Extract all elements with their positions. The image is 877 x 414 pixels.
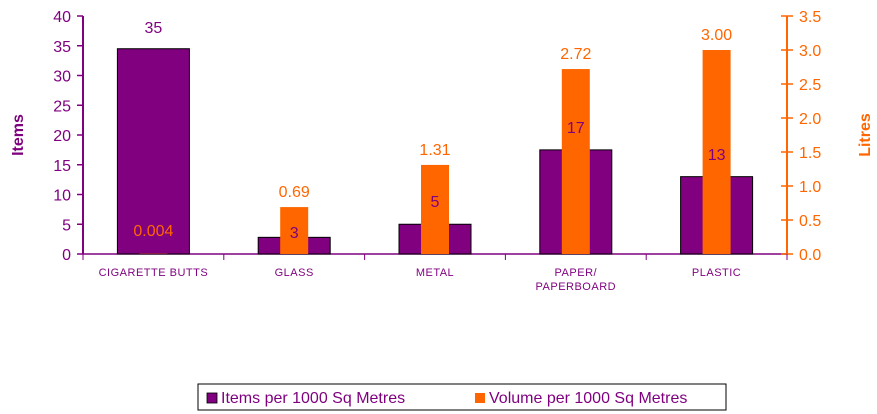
data-label-items: 5 <box>431 194 440 211</box>
legend-label-volume: Volume per 1000 Sq Metres <box>489 390 687 407</box>
right-axis-title: Litres <box>857 113 874 157</box>
data-label-items: 17 <box>567 120 585 137</box>
data-label-items: 35 <box>145 20 163 37</box>
legend-swatch-volume <box>475 393 485 403</box>
x-category-label-line: CIGARETTE BUTTS <box>99 267 209 279</box>
left-tick-label: 25 <box>53 98 71 115</box>
right-tick-label: 2.0 <box>799 111 821 128</box>
data-label-volume: 0.69 <box>279 184 310 201</box>
labels-layer: 35 0.004 3 0.69 5 1.31 17 2.72 13 3.00 <box>133 20 732 242</box>
x-category-label-line: PLASTIC <box>692 267 741 279</box>
left-tick-label: 10 <box>53 188 71 205</box>
legend: Items per 1000 Sq Metres Volume per 1000 … <box>198 384 726 410</box>
data-label-items: 13 <box>708 147 726 164</box>
left-axis-title: Items <box>10 114 27 156</box>
data-label-volume: 1.31 <box>419 142 450 159</box>
x-category-label: PLASTIC <box>692 267 741 279</box>
right-tick-label: 3.0 <box>799 43 821 60</box>
bar-volume <box>562 69 590 254</box>
right-tick-label: 3.5 <box>799 9 821 26</box>
x-category-label: METAL <box>416 267 454 279</box>
data-label-items: 3 <box>290 225 299 242</box>
x-category-label-line: PAPERBOARD <box>536 281 617 293</box>
left-tick-label: 20 <box>53 128 71 145</box>
data-label-volume: 0.004 <box>133 223 173 240</box>
left-tick-label: 5 <box>62 217 71 234</box>
right-tick-label: 1.0 <box>799 179 821 196</box>
left-tick-label: 30 <box>53 69 71 86</box>
right-tick-label: 0.0 <box>799 247 821 264</box>
right-tick-label: 1.5 <box>799 145 821 162</box>
left-tick-label: 40 <box>53 9 71 26</box>
data-label-volume: 2.72 <box>560 46 591 63</box>
x-category-label-line: GLASS <box>275 267 314 279</box>
x-category-label: PAPER/PAPERBOARD <box>536 267 617 293</box>
left-tick-label: 15 <box>53 158 71 175</box>
x-category-label-line: METAL <box>416 267 454 279</box>
right-tick-label: 2.5 <box>799 77 821 94</box>
x-category-label: CIGARETTE BUTTS <box>99 267 209 279</box>
x-category-label-line: PAPER/ <box>555 267 598 279</box>
legend-label-items: Items per 1000 Sq Metres <box>221 390 405 407</box>
right-tick-label: 0.5 <box>799 213 821 230</box>
left-tick-label: 35 <box>53 39 71 56</box>
left-tick-label: 0 <box>62 247 71 264</box>
legend-swatch-items <box>207 393 217 403</box>
data-label-volume: 3.00 <box>701 27 732 44</box>
x-category-label: GLASS <box>275 267 314 279</box>
